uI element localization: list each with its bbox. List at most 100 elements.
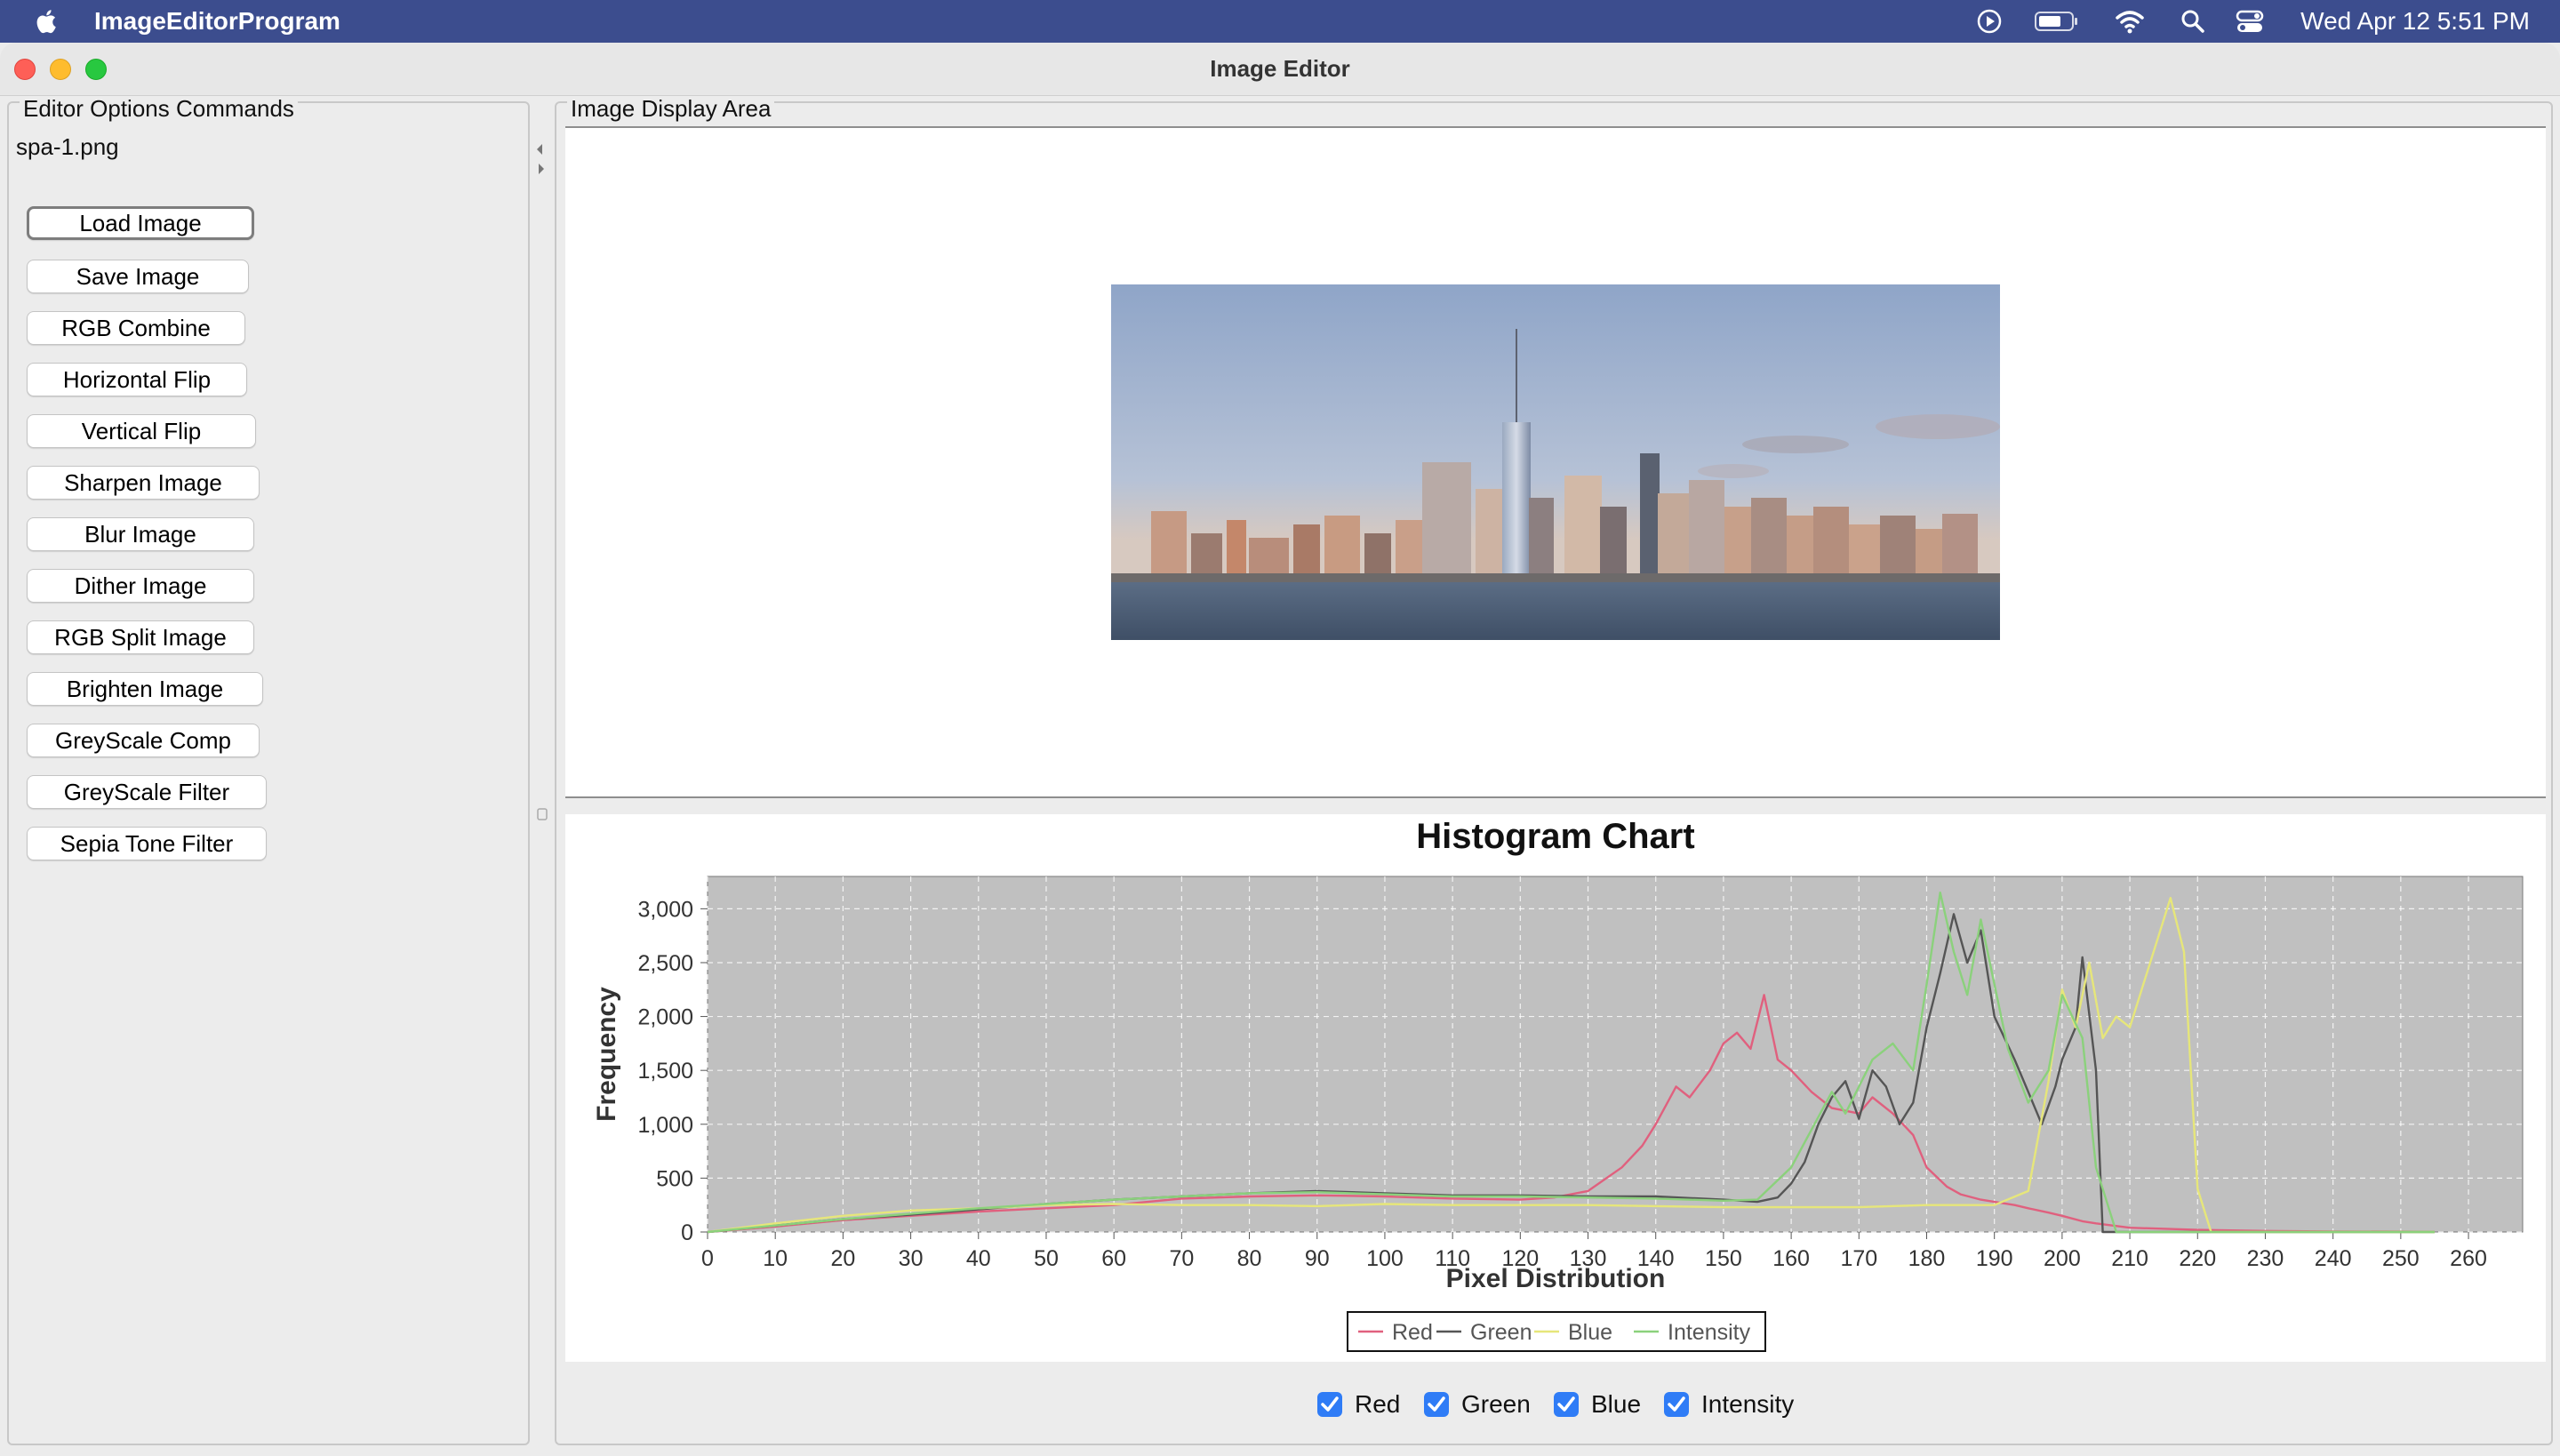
window-title: Image Editor xyxy=(1210,55,1350,82)
red-checkbox-label: Red xyxy=(1355,1390,1401,1418)
x-tick-label: 230 xyxy=(2247,1246,2284,1271)
load-image-button[interactable]: Load Image xyxy=(27,206,254,240)
series-lines xyxy=(707,891,2435,1234)
x-tick-label: 170 xyxy=(1840,1246,1877,1271)
checkbox-checked-icon[interactable] xyxy=(1664,1392,1689,1417)
image-display-area xyxy=(565,126,2546,798)
x-tick-label: 240 xyxy=(2315,1246,2352,1271)
x-axis-label: Pixel Distribution xyxy=(1446,1264,1666,1293)
checkbox-checked-icon[interactable] xyxy=(1424,1392,1449,1417)
x-tick-label: 110 xyxy=(1435,1246,1470,1271)
sepia-tone-filter-button[interactable]: Sepia Tone Filter xyxy=(27,827,267,860)
split-pane-divider[interactable] xyxy=(530,101,555,1445)
histogram-chart: Histogram Chart 0 10 20 30 40 50 60 70 80 90 100 11… xyxy=(565,814,2546,1362)
x-tick-label: 220 xyxy=(2179,1246,2216,1271)
axes: 0 10 20 30 40 50 60 70 80 90 100 110 120 130 140 150 160… xyxy=(637,897,2486,1271)
x-tick-label: 160 xyxy=(1772,1246,1810,1271)
menu-bar: ImageEditorProgram Wed Apr 12 5:51 PM xyxy=(0,0,2560,43)
plot-area xyxy=(707,876,2524,1233)
x-tick-label: 150 xyxy=(1705,1246,1742,1271)
dither-image-button[interactable]: Dither Image xyxy=(27,569,254,603)
x-tick-label: 100 xyxy=(1366,1246,1404,1271)
editor-options-panel: Editor Options Commands spa-1.png Load I… xyxy=(7,96,530,1445)
x-tick-label: 80 xyxy=(1237,1246,1262,1271)
x-tick-label: 90 xyxy=(1305,1246,1330,1271)
search-icon[interactable] xyxy=(2180,7,2206,36)
image-display-legend: Image Display Area xyxy=(567,96,775,121)
y-tick-label: 1,000 xyxy=(637,1113,693,1138)
window-titlebar[interactable]: Image Editor xyxy=(0,43,2560,96)
x-tick-label: 20 xyxy=(830,1246,855,1271)
series-line-red xyxy=(707,994,2435,1234)
x-tick-label: 50 xyxy=(1034,1246,1059,1271)
greyscale-filter-button[interactable]: GreyScale Filter xyxy=(27,775,267,809)
app-window: Image Editor Editor Options Commands spa… xyxy=(0,43,2560,1456)
blur-image-button[interactable]: Blur Image xyxy=(27,517,254,551)
skyline-image xyxy=(1111,284,2000,640)
chart-title: Histogram Chart xyxy=(1416,817,1694,856)
x-tick-label: 140 xyxy=(1637,1246,1675,1271)
legend-label-intensity: Intensity xyxy=(1668,1320,1751,1345)
green-checkbox-label: Green xyxy=(1461,1390,1531,1418)
checkbox-checked-icon[interactable] xyxy=(1317,1392,1342,1417)
app-name-menu[interactable]: ImageEditorProgram xyxy=(94,7,340,35)
control-center-icon[interactable] xyxy=(2235,7,2265,36)
battery-icon[interactable] xyxy=(2034,7,2080,36)
menu-bar-clock[interactable]: Wed Apr 12 5:51 PM xyxy=(2300,7,2530,35)
wifi-icon[interactable] xyxy=(2114,7,2146,36)
x-tick-label: 190 xyxy=(1976,1246,2013,1271)
x-tick-label: 250 xyxy=(2382,1246,2420,1271)
x-tick-label: 200 xyxy=(2044,1246,2081,1271)
minimize-window-button[interactable] xyxy=(50,59,71,80)
greyscale-comp-button[interactable]: GreyScale Comp xyxy=(27,724,260,757)
y-tick-label: 1,500 xyxy=(637,1059,693,1084)
rgb-split-image-button[interactable]: RGB Split Image xyxy=(27,620,254,654)
sharpen-image-button[interactable]: Sharpen Image xyxy=(27,466,260,500)
intensity-checkbox[interactable]: Intensity xyxy=(1664,1390,1794,1419)
x-tick-label: 120 xyxy=(1501,1246,1539,1271)
red-checkbox[interactable]: Red xyxy=(1317,1390,1400,1419)
checkbox-checked-icon[interactable] xyxy=(1554,1392,1579,1417)
x-tick-label: 10 xyxy=(763,1246,788,1271)
y-tick-label: 500 xyxy=(656,1166,693,1191)
y-tick-label: 3,000 xyxy=(637,897,693,922)
green-checkbox[interactable]: Green xyxy=(1424,1390,1531,1419)
rgb-combine-button[interactable]: RGB Combine xyxy=(27,311,245,345)
horizontal-flip-button[interactable]: Horizontal Flip xyxy=(27,363,247,396)
x-tick-label: 40 xyxy=(966,1246,991,1271)
close-window-button[interactable] xyxy=(14,59,36,80)
editor-options-legend: Editor Options Commands xyxy=(20,96,298,121)
series-line-intensity xyxy=(707,891,2435,1234)
x-tick-label: 210 xyxy=(2111,1246,2148,1271)
apple-icon[interactable] xyxy=(32,6,62,36)
divider-arrows-icon[interactable] xyxy=(530,101,555,1445)
image-display-panel: Image Display Area xyxy=(555,96,2553,1445)
series-line-blue xyxy=(707,896,2435,1234)
chart-legend: Red Green Blue Intensity xyxy=(1347,1311,1766,1352)
blue-checkbox-label: Blue xyxy=(1591,1390,1642,1418)
x-tick-label: 60 xyxy=(1101,1246,1126,1271)
x-tick-label: 70 xyxy=(1169,1246,1194,1271)
legend-label-green: Green xyxy=(1470,1320,1532,1345)
legend-label-red: Red xyxy=(1392,1320,1433,1345)
legend-label-blue: Blue xyxy=(1568,1320,1612,1345)
y-tick-label: 2,500 xyxy=(637,951,693,976)
x-tick-label: 130 xyxy=(1570,1246,1607,1271)
play-circle-icon[interactable] xyxy=(1975,7,2004,36)
x-tick-label: 180 xyxy=(1908,1246,1946,1271)
y-axis-label: Frequency xyxy=(592,987,621,1122)
x-tick-label: 0 xyxy=(701,1246,714,1271)
vertical-flip-button[interactable]: Vertical Flip xyxy=(27,414,256,448)
y-tick-label: 0 xyxy=(681,1220,693,1245)
x-tick-label: 260 xyxy=(2450,1246,2487,1271)
x-tick-label: 30 xyxy=(899,1246,924,1271)
save-image-button[interactable]: Save Image xyxy=(27,260,249,293)
grid-lines xyxy=(707,876,2523,1233)
intensity-checkbox-label: Intensity xyxy=(1701,1390,1795,1418)
brighten-image-button[interactable]: Brighten Image xyxy=(27,672,263,706)
blue-checkbox[interactable]: Blue xyxy=(1554,1390,1641,1419)
zoom-window-button[interactable] xyxy=(85,59,107,80)
file-name-label: spa-1.png xyxy=(16,133,119,160)
y-tick-label: 2,000 xyxy=(637,1005,693,1030)
series-toggle-row: Red Green Blue Intensity xyxy=(565,1364,2546,1442)
